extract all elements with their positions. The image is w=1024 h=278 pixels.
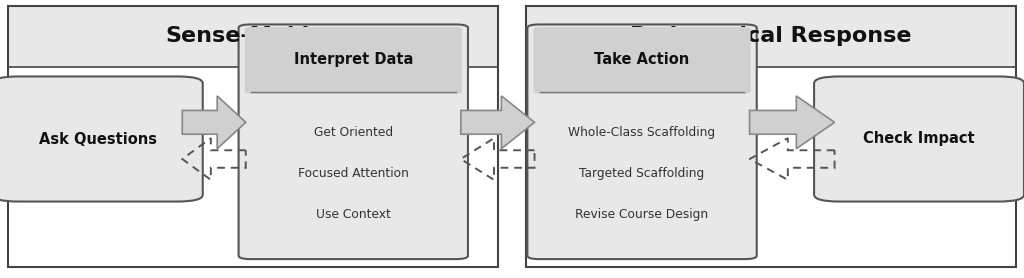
FancyBboxPatch shape xyxy=(0,76,203,202)
FancyBboxPatch shape xyxy=(526,6,1016,67)
Text: Check Impact: Check Impact xyxy=(863,131,975,147)
Polygon shape xyxy=(750,96,835,149)
Text: Pedagogical Response: Pedagogical Response xyxy=(631,26,911,46)
Text: Focused Attention: Focused Attention xyxy=(298,167,409,180)
Text: Ask Questions: Ask Questions xyxy=(39,131,157,147)
Polygon shape xyxy=(182,96,246,149)
Text: Whole-Class Scaffolding: Whole-Class Scaffolding xyxy=(568,126,716,139)
FancyBboxPatch shape xyxy=(527,24,757,259)
Text: Sense-Making: Sense-Making xyxy=(165,26,341,46)
Text: Use Context: Use Context xyxy=(315,208,391,221)
Text: Revise Course Design: Revise Course Design xyxy=(575,208,709,221)
Polygon shape xyxy=(461,96,535,149)
FancyBboxPatch shape xyxy=(8,67,498,267)
Text: Take Action: Take Action xyxy=(594,52,690,67)
FancyBboxPatch shape xyxy=(814,76,1024,202)
FancyBboxPatch shape xyxy=(526,67,1016,267)
Text: Interpret Data: Interpret Data xyxy=(294,52,413,67)
FancyBboxPatch shape xyxy=(245,27,462,94)
Text: Targeted Scaffolding: Targeted Scaffolding xyxy=(580,167,705,180)
FancyBboxPatch shape xyxy=(534,27,751,94)
FancyBboxPatch shape xyxy=(239,24,468,259)
FancyBboxPatch shape xyxy=(8,6,498,67)
Text: Get Oriented: Get Oriented xyxy=(313,126,393,139)
